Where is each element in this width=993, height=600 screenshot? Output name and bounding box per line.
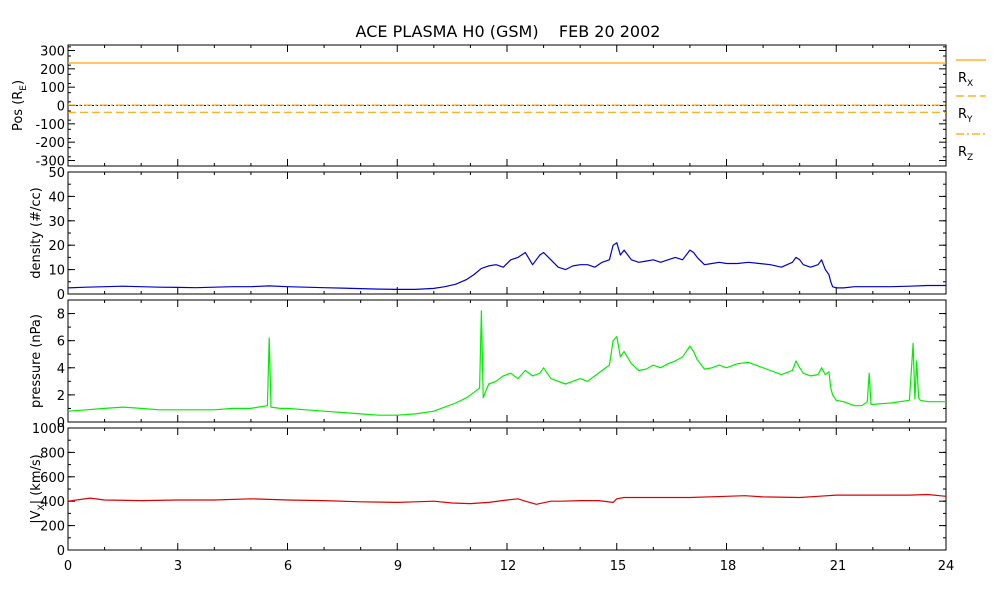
legend-label: RX xyxy=(958,71,973,89)
density-frame xyxy=(67,171,947,295)
y-tick-label: 4 xyxy=(57,362,65,377)
y-tick-label: 8 xyxy=(57,308,65,323)
y-tick-label: 40 xyxy=(48,190,65,205)
x-tick-label: 15 xyxy=(610,559,627,574)
pressure-frame xyxy=(67,299,947,423)
y-tick-label: 200 xyxy=(40,520,65,535)
x-tick-label: 24 xyxy=(938,559,955,574)
y-tick-label: 50 xyxy=(48,166,65,181)
y-tick-label: 0 xyxy=(57,416,65,431)
velocity-panel: 1000 800 600 400 200 0 |VX| (km/s) xyxy=(29,422,947,559)
x-tick-label: 21 xyxy=(830,559,847,574)
x-tick-label: 6 xyxy=(284,559,292,574)
y-tick-label: 400 xyxy=(40,495,65,510)
density-panel: 50 40 30 20 10 0 density (#/cc) xyxy=(29,166,947,303)
y-tick-label: -300 xyxy=(35,155,65,170)
series-line-pressure xyxy=(67,310,946,416)
y-tick-label: 800 xyxy=(40,446,65,461)
y-tick-label: 300 xyxy=(40,45,65,60)
velocity-frame xyxy=(67,427,947,551)
y-tick-label: 0 xyxy=(57,288,65,303)
chart-title: ACE PLASMA H0 (GSM) FEB 20 2002 xyxy=(356,22,661,41)
x-tick-label: 3 xyxy=(174,559,182,574)
y-tick-label: 1000 xyxy=(32,422,65,437)
x-tick-label: 0 xyxy=(64,559,72,574)
position-legend: RX RY RZ xyxy=(956,59,986,163)
position-panel: 300 200 100 0 -100 -200 -300 Pos (RE) RX RY RZ xyxy=(11,44,986,170)
x-tick-label: 12 xyxy=(500,559,517,574)
y-tick-label: 2 xyxy=(57,389,65,404)
x-tick-label: 9 xyxy=(394,559,402,574)
series-line-density xyxy=(67,242,946,290)
position-ylabel: Pos (RE) xyxy=(11,80,29,131)
y-tick-label: 10 xyxy=(48,264,65,279)
pressure-panel: 8 6 4 2 0 pressure (nPa) xyxy=(29,299,947,431)
y-tick-label: 0 xyxy=(57,544,65,559)
y-tick-label: 100 xyxy=(40,81,65,96)
density-ylabel: density (#/cc) xyxy=(29,187,44,279)
y-tick-label: 600 xyxy=(40,471,65,486)
y-tick-label: 0 xyxy=(57,100,65,115)
pressure-ylabel: pressure (nPa) xyxy=(29,314,44,408)
legend-label: RZ xyxy=(958,145,973,163)
legend-label: RY xyxy=(958,107,973,125)
y-tick-label: 20 xyxy=(48,239,65,254)
y-tick-label: 200 xyxy=(40,63,65,78)
series-line-vx xyxy=(67,493,947,505)
velocity-ylabel: |VX| (km/s) xyxy=(29,454,47,523)
x-tick-label: 18 xyxy=(720,559,737,574)
y-tick-label: -100 xyxy=(35,118,65,133)
y-tick-label: 30 xyxy=(48,215,65,230)
y-tick-label: 6 xyxy=(57,335,65,350)
y-tick-label: -200 xyxy=(35,136,65,151)
